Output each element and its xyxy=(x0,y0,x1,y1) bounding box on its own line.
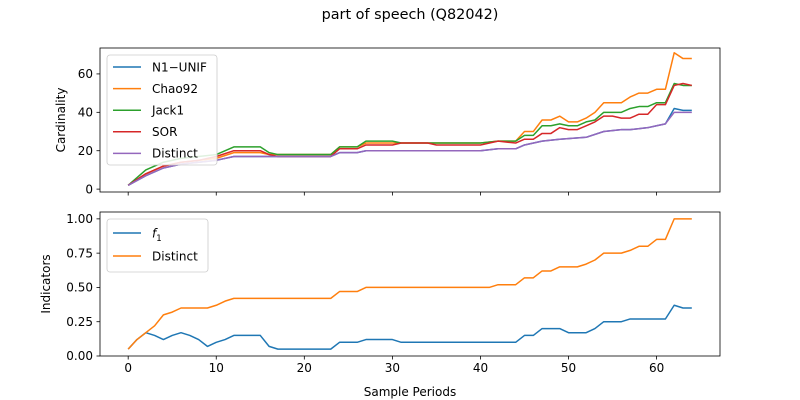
y-tick-label: 0.25 xyxy=(66,315,93,329)
x-tick-label: 50 xyxy=(561,361,576,375)
legend: f1 Distinct xyxy=(106,218,209,273)
y-tick-label: 60 xyxy=(78,67,93,81)
series-line-f1 xyxy=(127,304,692,350)
series-line-sor xyxy=(127,82,692,186)
y-tick-label: 0 xyxy=(85,182,93,196)
y-tick-label: 1.00 xyxy=(66,212,93,226)
series-line-distinct xyxy=(127,218,692,350)
series-line-chao92 xyxy=(127,52,692,186)
chart-title: part of speech (Q82042) xyxy=(322,7,499,23)
y-tick-label: 0.50 xyxy=(66,281,93,295)
legend-label-f1: f1 xyxy=(152,226,162,244)
legend-label-sor: SOR xyxy=(152,125,177,139)
x-tick-label: 30 xyxy=(385,361,400,375)
legend-box xyxy=(106,218,209,273)
y-tick-label: 40 xyxy=(78,106,93,120)
y-tick-label: 0.75 xyxy=(66,246,93,260)
x-tick-label: 40 xyxy=(473,361,488,375)
legend-box xyxy=(106,54,218,166)
y-tick-label: 0.00 xyxy=(66,349,93,363)
y-axis-label: Cardinality xyxy=(54,88,68,153)
axes-frame xyxy=(99,47,721,193)
legend-label-distinct: Distinct xyxy=(152,249,198,263)
legend: N1−UNIF Chao92 Jack1 SOR Distinct xyxy=(106,54,218,166)
series-line-distinct xyxy=(127,111,692,186)
legend-label-chao92: Chao92 xyxy=(152,82,198,96)
axes-frame xyxy=(99,211,721,357)
x-tick-label: 60 xyxy=(649,361,664,375)
legend-label-n1-unif: N1−UNIF xyxy=(152,60,207,74)
x-tick-label: 20 xyxy=(297,361,312,375)
indicators-panel: 0 10 20 30 40 50 60 0.00 0.25 0.50 0.75 1.00 Indicat… xyxy=(39,211,721,375)
series-line-jack1 xyxy=(127,82,692,186)
x-axis-label: Sample Periods xyxy=(364,385,456,399)
cardinality-panel: 0 20 40 60 Cardinality N1−UNIF Chao92 Jack1 SOR D… xyxy=(54,47,721,196)
x-tick-label: 10 xyxy=(209,361,224,375)
legend-label-distinct: Distinct xyxy=(152,147,198,161)
legend-label-jack1: Jack1 xyxy=(151,104,184,118)
y-tick-label: 20 xyxy=(78,144,93,158)
y-axis-label: Indicators xyxy=(39,254,53,313)
x-tick-label: 0 xyxy=(124,361,132,375)
